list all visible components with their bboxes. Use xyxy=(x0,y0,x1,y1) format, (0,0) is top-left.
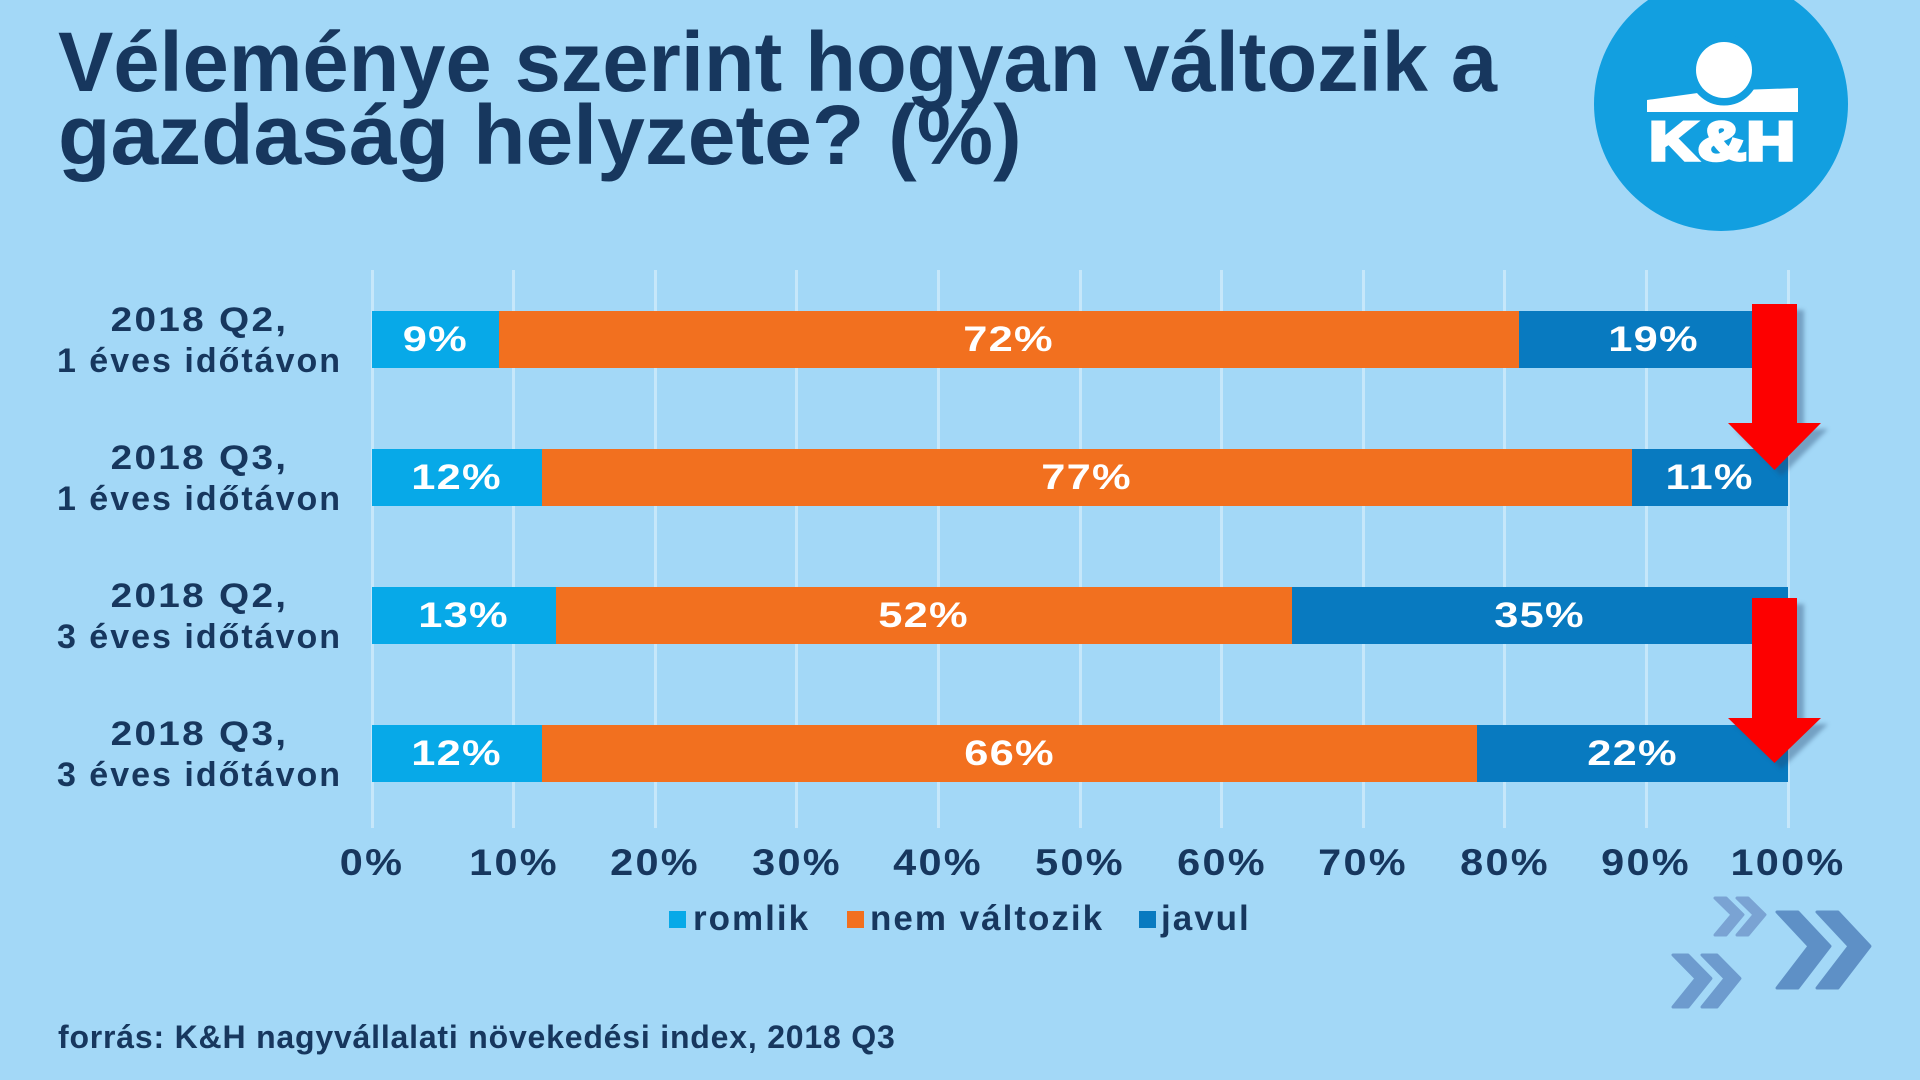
svg-text:K&H: K&H xyxy=(1649,110,1795,172)
